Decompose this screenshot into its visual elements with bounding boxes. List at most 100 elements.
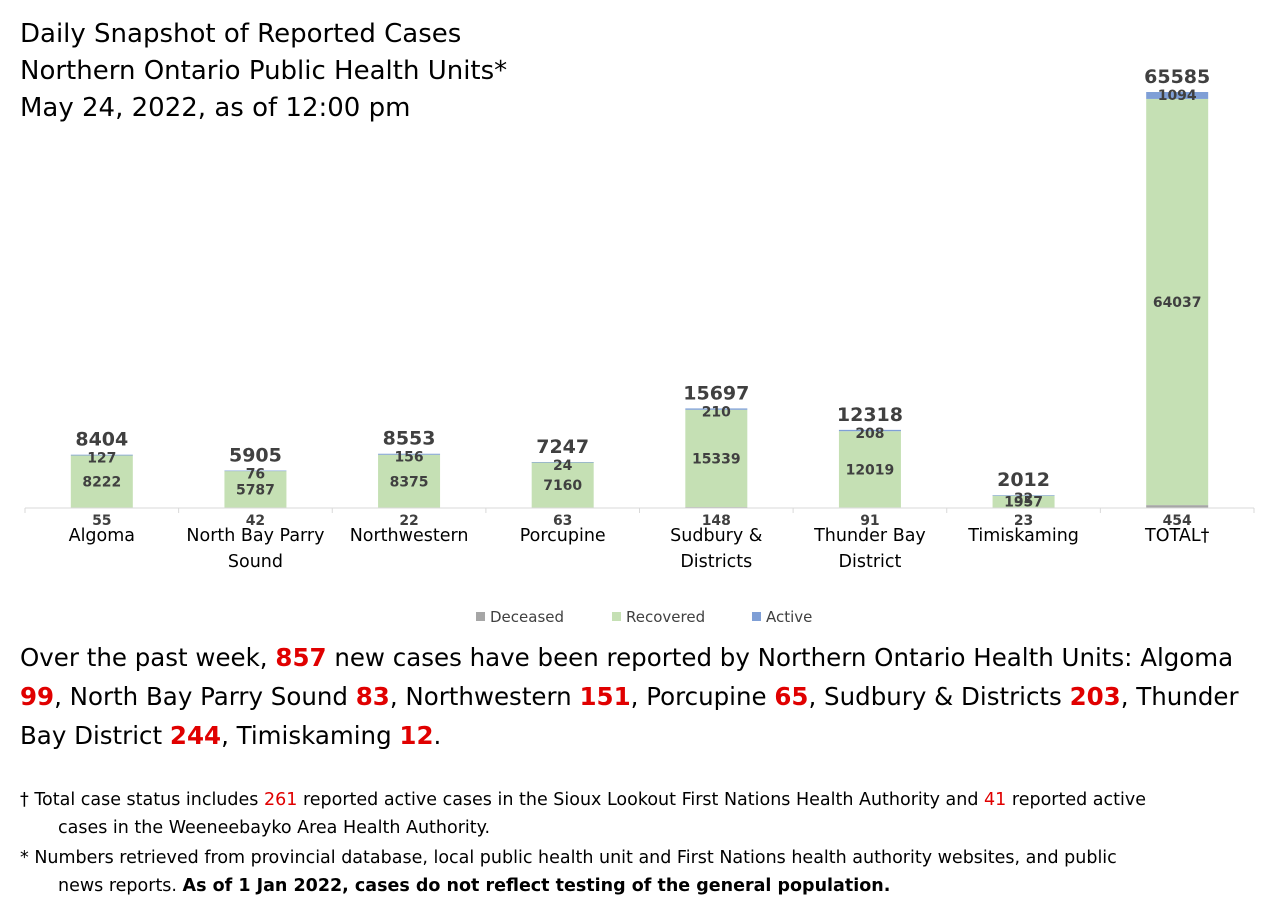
x-tick-label: Districts [680,552,752,572]
data-label-deceased: 91 [860,513,879,529]
x-tick-label: District [839,552,902,572]
data-label-deceased: 63 [553,513,572,529]
summary-sudbury: 203 [1069,682,1121,711]
data-label-active: 24 [553,458,573,474]
data-label-total: 2012 [997,469,1050,491]
footnote-sioux-lookout-count: 261 [263,790,298,810]
x-tick-label: North Bay Parry [186,526,324,546]
summary-text: Over the past week, [20,643,276,672]
weekly-summary: Over the past week, 857 new cases have b… [20,638,1270,755]
data-label-deceased: 454 [1163,513,1192,529]
data-label-total: 12318 [837,404,903,426]
summary-northwestern: 151 [579,682,631,711]
summary-text: . [433,721,442,750]
bar-segment-recovered [685,409,748,508]
data-label-active: 210 [702,404,731,420]
data-label-active: 156 [394,450,423,466]
x-tick-label: Sudbury & [670,526,763,546]
bar-segment-recovered [224,471,287,508]
summary-text: , Sudbury & Districts [808,682,1070,711]
bar-segment-recovered [1146,98,1209,506]
data-label-active: 127 [87,451,116,467]
summary-algoma: 99 [20,682,55,711]
data-label-deceased: 55 [92,513,111,529]
data-label-total: 15697 [683,382,749,404]
data-label-active: 208 [855,426,884,442]
bar-segment-active [378,453,441,455]
data-label-recovered: 15339 [692,451,741,467]
summary-timiskaming: 12 [399,721,434,750]
data-label-active: 1094 [1158,88,1197,104]
data-label-recovered: 8375 [390,474,429,490]
bar-segment-active [838,429,901,432]
footnote-text: reported active cases in the Sioux Looko… [297,790,985,810]
summary-total-new: 857 [275,643,327,672]
chart-title: Daily Snapshot of Reported Cases Norther… [20,16,507,127]
bar-segment-recovered [992,495,1055,508]
bar-segment-recovered [378,454,441,508]
footnote-bold-text: As of 1 Jan 2022, cases do not reflect t… [182,876,891,896]
data-label-recovered: 64037 [1153,295,1202,311]
footnote-dagger: † Total case status includes 261 reporte… [20,786,1275,842]
bar-segment-recovered [838,431,901,508]
summary-text: , Porcupine [630,682,775,711]
data-label-recovered: 7160 [543,478,582,494]
footnote-text: reported active [1006,790,1146,810]
bar-segment-recovered [531,462,594,508]
summary-text: new cases have been reported by Northern… [326,643,1234,672]
legend-swatch-active [752,612,761,621]
title-line-2: Northern Ontario Public Health Units* [20,56,508,86]
title-line-3: May 24, 2022, as of 12:00 pm [20,93,411,123]
data-label-recovered: 12019 [846,462,895,478]
x-tick-label: TOTAL† [1144,526,1210,546]
x-tick-label: Timiskaming [967,526,1079,546]
title-line-1: Daily Snapshot of Reported Cases [20,19,462,49]
footnote-text: † Total case status includes [20,790,264,810]
bar-segment-deceased [1146,505,1209,508]
footnote-text: news reports. [58,876,183,896]
legend-label-deceased: Deceased [490,608,564,626]
data-label-recovered: 5787 [236,482,275,498]
data-label-active: 32 [1014,491,1033,507]
footnote-text: cases in the Weeneebayko Area Health Aut… [58,818,491,838]
summary-text: , North Bay Parry Sound [54,682,356,711]
legend-label-active: Active [766,608,812,626]
footnote-star: * Numbers retrieved from provincial data… [20,844,1275,900]
summary-text: , Timiskaming [221,721,400,750]
footnote-text: * Numbers retrieved from provincial data… [20,848,1117,868]
x-tick-label: Northwestern [350,526,469,546]
data-label-deceased: 22 [399,513,418,529]
bar-segment-recovered [70,455,133,508]
data-label-total: 65585 [1144,66,1210,88]
data-label-recovered: 1957 [1004,495,1043,511]
x-tick-label: Algoma [69,526,135,546]
bar-segment-active [531,462,594,463]
summary-porcupine: 65 [774,682,809,711]
data-label-deceased: 148 [702,513,731,529]
bar-segment-active [992,495,1055,496]
data-label-deceased: 23 [1014,513,1033,529]
x-tick-label: Porcupine [520,526,606,546]
summary-northbay: 83 [355,682,390,711]
data-label-active: 76 [246,467,265,483]
bar-segment-active [224,470,287,472]
summary-thunderbay: 244 [169,721,222,750]
summary-text: , Northwestern [389,682,580,711]
data-label-deceased: 42 [246,513,265,529]
data-label-total: 5905 [229,445,282,467]
x-tick-label: Sound [228,552,283,572]
data-label-total: 7247 [536,436,589,458]
x-tick-label: Thunder Bay [813,526,926,546]
bar-segment-active [1146,92,1209,99]
footnote-weeneebayko-count: 41 [984,790,1007,810]
legend-swatch-recovered [612,612,621,621]
summary-text: , Thunder Bay District [20,682,1239,750]
data-label-total: 8404 [75,429,128,451]
bar-segment-active [70,454,133,456]
legend-swatch-deceased [476,612,485,621]
legend-label-recovered: Recovered [626,608,705,626]
data-label-recovered: 8222 [82,475,121,491]
data-label-total: 8553 [383,428,436,450]
bar-segment-active [685,408,748,410]
